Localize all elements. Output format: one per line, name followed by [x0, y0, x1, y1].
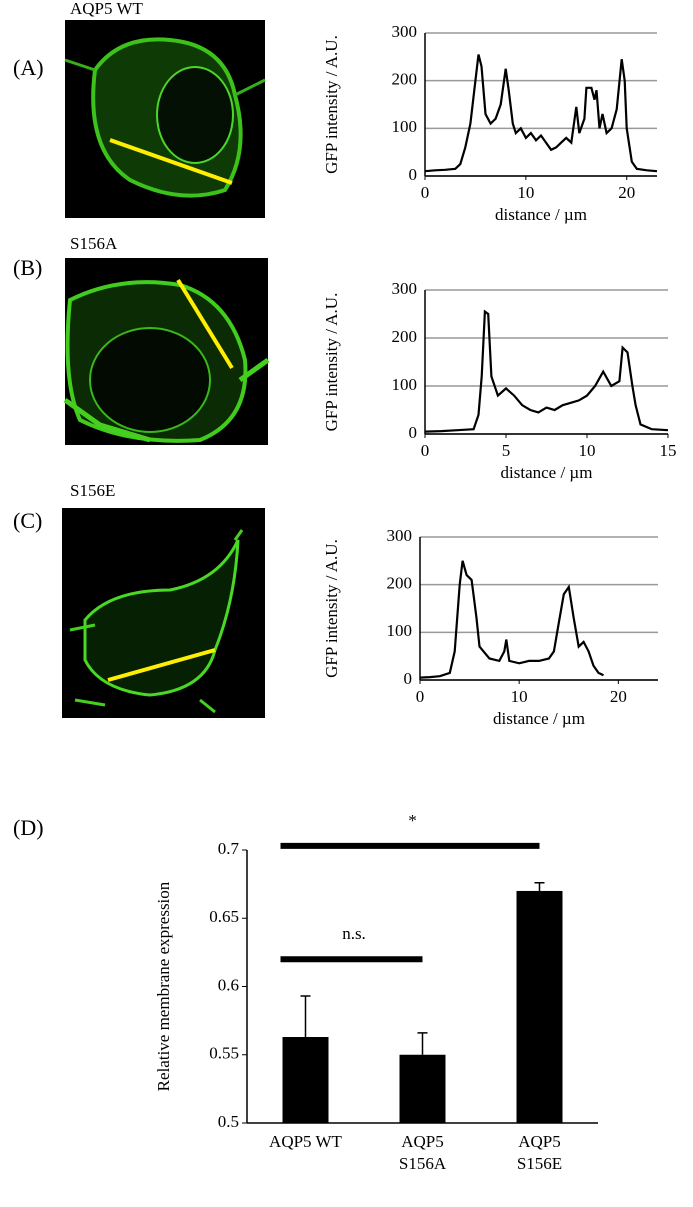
- x-tick-label: 10: [579, 441, 596, 460]
- x-tick-label: 20: [610, 687, 627, 706]
- bar: [282, 1037, 329, 1123]
- y-tick-label: 200: [392, 70, 418, 89]
- panel-label: (A): [13, 55, 44, 80]
- micrograph-c: [62, 508, 265, 718]
- x-tick-label: 10: [511, 687, 528, 706]
- intensity-line: [419, 560, 604, 679]
- panel-label: (C): [13, 508, 42, 533]
- x-axis-label: distance / µm: [501, 463, 593, 482]
- x-tick-label: 0: [421, 183, 430, 202]
- y-tick-label: 100: [387, 621, 413, 640]
- panel-label: (D): [13, 815, 44, 840]
- annotation: n.s.: [342, 924, 366, 943]
- image-label: AQP5 WT: [70, 0, 143, 18]
- image-label: S156A: [70, 234, 118, 253]
- y-tick-label: 0.7: [218, 839, 240, 858]
- x-tick-label: AQP5 WT: [269, 1132, 342, 1151]
- x-tick-label: 20: [618, 183, 635, 202]
- x-tick-label: 0: [416, 687, 425, 706]
- x-tick-label: AQP5 S156E: [516, 1132, 563, 1173]
- bar: [399, 1054, 446, 1123]
- x-axis-label: distance / µm: [495, 205, 587, 224]
- bar: [516, 890, 563, 1123]
- y-tick-label: 0: [404, 669, 413, 688]
- y-tick-label: 200: [387, 574, 413, 593]
- x-tick-label: 10: [517, 183, 534, 202]
- x-tick-label: 0: [421, 441, 430, 460]
- intensity-line: [424, 54, 658, 173]
- x-tick-label: 15: [660, 441, 677, 460]
- x-tick-label: 5: [502, 441, 511, 460]
- y-tick-label: 100: [392, 117, 418, 136]
- y-tick-label: 0: [409, 165, 418, 184]
- y-axis-label: GFP intensity / A.U.: [322, 539, 341, 678]
- y-tick-label: 0.5: [218, 1112, 239, 1131]
- intensity-line: [424, 309, 669, 433]
- y-axis-label: GFP intensity / A.U.: [322, 35, 341, 174]
- y-tick-label: 200: [392, 327, 418, 346]
- x-axis-label: distance / µm: [493, 709, 585, 728]
- y-tick-label: 0.55: [209, 1044, 239, 1063]
- y-tick-label: 0.65: [209, 907, 239, 926]
- y-tick-label: 0: [409, 423, 418, 442]
- annotation: *: [408, 811, 417, 830]
- error-bar: [534, 882, 545, 891]
- micrograph-b: [63, 258, 270, 445]
- panel-label: (B): [13, 255, 42, 280]
- y-axis-label: Relative membrane expression: [154, 881, 173, 1091]
- y-axis-label: GFP intensity / A.U.: [322, 293, 341, 432]
- error-bar: [300, 995, 311, 1038]
- micrograph-a: [64, 20, 266, 218]
- y-tick-label: 300: [387, 526, 413, 545]
- y-tick-label: 100: [392, 375, 418, 394]
- y-tick-label: 300: [392, 279, 418, 298]
- image-label: S156E: [70, 481, 115, 500]
- y-tick-label: 300: [392, 22, 418, 41]
- x-tick-label: AQP5 S156A: [398, 1132, 447, 1173]
- error-bar: [417, 1032, 428, 1055]
- y-tick-label: 0.6: [218, 975, 239, 994]
